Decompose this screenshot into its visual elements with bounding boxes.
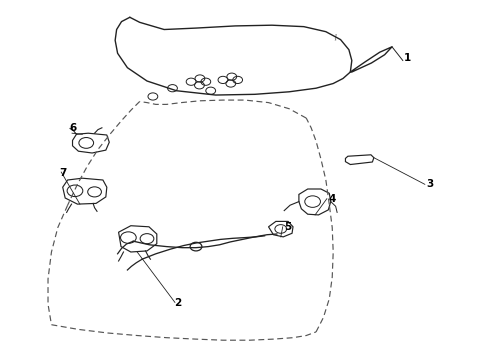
Text: 3: 3	[426, 179, 434, 189]
Text: 4: 4	[328, 194, 336, 204]
Text: 2: 2	[174, 298, 181, 308]
Text: 5: 5	[284, 222, 292, 233]
Text: 6: 6	[70, 123, 77, 134]
Text: /: /	[333, 34, 338, 41]
Text: 1: 1	[404, 53, 412, 63]
Text: 7: 7	[59, 168, 66, 179]
